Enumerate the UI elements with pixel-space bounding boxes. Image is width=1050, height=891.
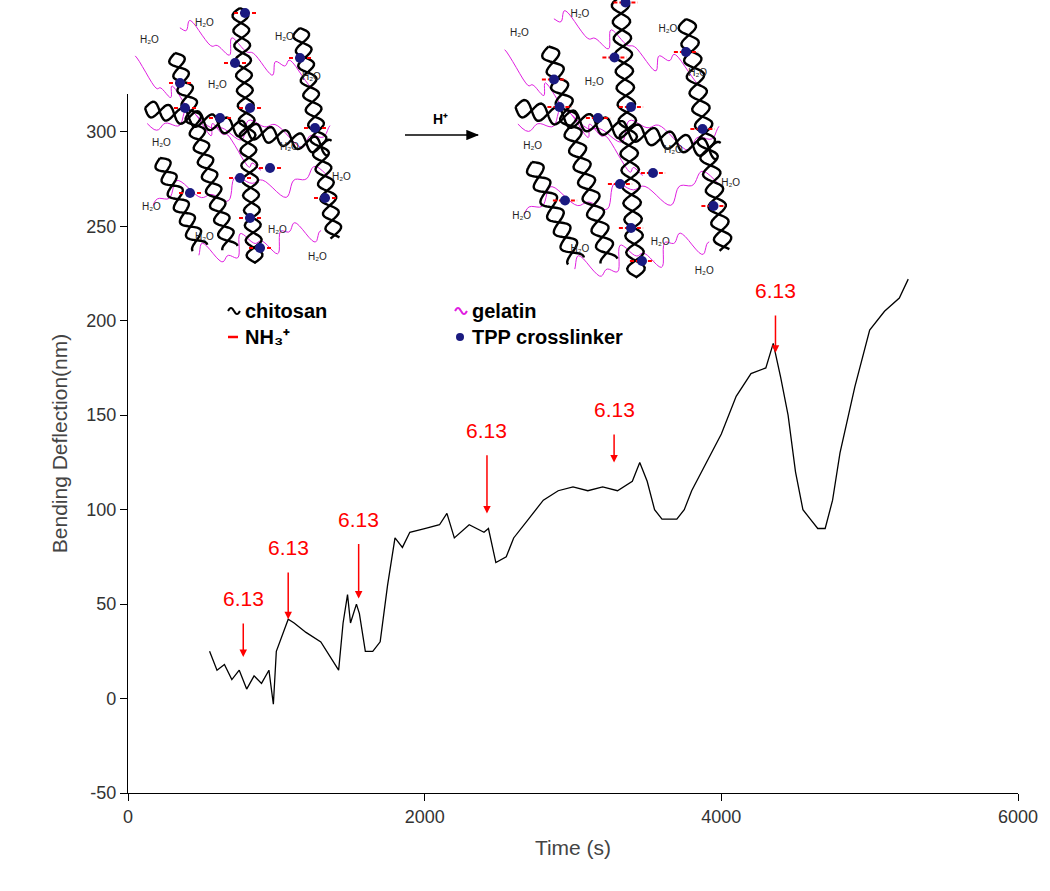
svg-text:H₂O: H₂O [664,144,683,155]
svg-text:H₂O: H₂O [688,67,707,78]
svg-text:6.13: 6.13 [338,508,379,531]
svg-text:0: 0 [123,807,133,827]
svg-text:H₂O: H₂O [332,171,351,182]
svg-text:Time (s): Time (s) [535,836,611,859]
svg-text:H₂O: H₂O [302,71,321,82]
svg-text:gelatin: gelatin [472,300,536,322]
svg-text:H₂O: H₂O [280,141,299,152]
svg-text:4000: 4000 [701,807,741,827]
svg-text:H₂O: H₂O [208,79,227,90]
svg-text:H₂O: H₂O [268,224,287,235]
svg-text:H₂O: H₂O [142,201,161,212]
svg-text:100: 100 [86,500,116,520]
svg-text:150: 150 [86,405,116,425]
svg-text:H₂O: H₂O [275,31,294,42]
svg-text:H₂O: H₂O [721,177,740,188]
svg-text:H₂O: H₂O [695,265,714,276]
svg-text:H₂O: H₂O [308,251,327,262]
svg-text:H₂O: H₂O [571,8,590,19]
svg-text:6.13: 6.13 [594,398,635,421]
svg-text:TPP crosslinker: TPP crosslinker [472,326,623,348]
svg-text:-50: -50 [90,783,116,803]
svg-text:chitosan: chitosan [245,300,327,322]
svg-text:NH₃⁺: NH₃⁺ [245,326,290,348]
svg-text:H⁺: H⁺ [433,111,448,127]
svg-text:H₂O: H₂O [659,23,678,34]
svg-text:6.13: 6.13 [268,536,309,559]
svg-text:250: 250 [86,217,116,237]
svg-text:Bending Deflection(nm): Bending Deflection(nm) [48,334,71,553]
svg-text:0: 0 [106,689,116,709]
svg-text:H₂O: H₂O [651,236,670,247]
svg-text:H₂O: H₂O [195,17,214,28]
svg-text:6.13: 6.13 [223,587,264,610]
svg-text:6000: 6000 [998,807,1038,827]
svg-text:200: 200 [86,311,116,331]
svg-text:H₂O: H₂O [585,76,604,87]
svg-text:6.13: 6.13 [755,279,796,302]
svg-text:H₂O: H₂O [195,231,214,242]
svg-text:H₂O: H₂O [152,137,171,148]
svg-text:50: 50 [96,594,116,614]
svg-text:H₂O: H₂O [510,27,529,38]
svg-text:300: 300 [86,122,116,142]
svg-text:H₂O: H₂O [140,34,159,45]
svg-text:H₂O: H₂O [512,210,531,221]
svg-text:H₂O: H₂O [523,140,542,151]
svg-text:H₂O: H₂O [571,243,590,254]
svg-text:6.13: 6.13 [466,419,507,442]
svg-text:2000: 2000 [405,807,445,827]
